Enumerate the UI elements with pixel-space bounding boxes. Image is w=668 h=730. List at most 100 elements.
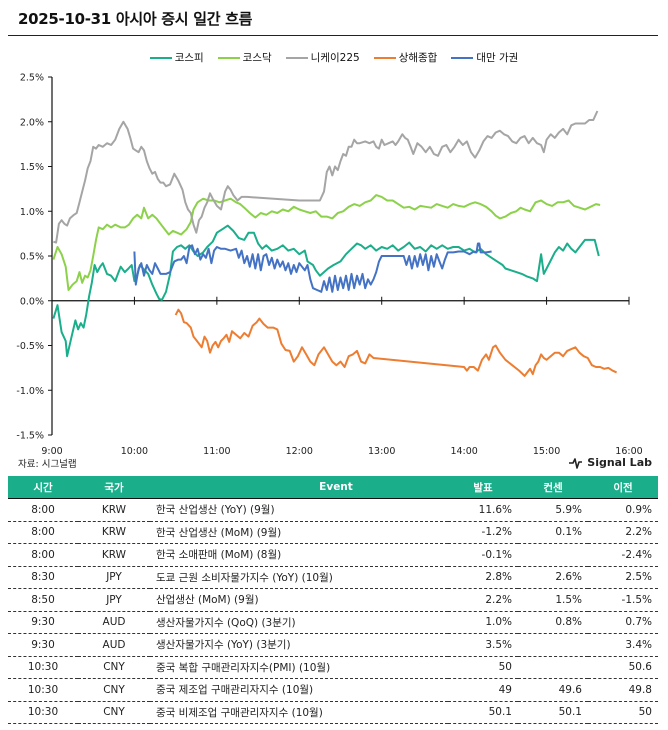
series-line-taiwan: [133, 242, 492, 293]
chart-legend: 코스피 코스닥 니케이225 상해종합 대만 가권: [0, 50, 668, 65]
brand-name: Signal Lab: [587, 456, 652, 469]
legend-swatch: [149, 56, 172, 59]
cell-actual: -0.1%: [448, 543, 518, 567]
cell-consensus: 5.9%: [518, 498, 588, 522]
series-line-nikkei: [53, 110, 599, 244]
cell-country: AUD: [78, 633, 150, 657]
cell-country: KRW: [78, 498, 150, 522]
table-row: 8:50 JPY 산업생산 (MoM) (9월) 2.2% 1.5% -1.5%: [8, 588, 658, 612]
y-tick-label: 2.5%: [20, 73, 44, 84]
legend-item-shanghai: 상해종합: [373, 50, 438, 65]
cell-event: 중국 제조업 구매관리자지수 (10월): [150, 678, 448, 702]
table-header-row: 시간 국가 Event 발표 컨센 이전: [8, 476, 658, 499]
cell-consensus: 2.6%: [518, 566, 588, 589]
header-time: 시간: [8, 476, 78, 499]
cell-time: 10:30: [8, 656, 78, 679]
y-axis: 2.5% 2.0% 1.5% 1.0% 0.5% 0.0% -0.5% -1.0% -1.5%: [16, 73, 53, 442]
y-tick-label: 0.5%: [20, 252, 44, 263]
cell-previous: 50: [588, 701, 658, 724]
x-tick-label: 12:00: [286, 446, 313, 456]
line-chart: 2.5%2.0%1.5%1.0%0.5%0.0%-0.5%-1.0%-1.5% …: [16, 73, 642, 457]
cell-country: JPY: [78, 566, 150, 589]
cell-consensus: 49.6: [518, 678, 588, 702]
cell-consensus: 50.1: [518, 701, 588, 724]
cell-actual: -1.2%: [448, 521, 518, 544]
legend-item-nikkei: 니케이225: [285, 50, 360, 65]
cell-time: 9:30: [8, 611, 78, 634]
y-tick-label: 0.0%: [20, 296, 44, 307]
cell-time: 10:30: [8, 678, 78, 702]
cell-previous: 50.6: [588, 656, 658, 679]
signal-wave-icon: [569, 457, 583, 469]
cell-event: 한국 소매판매 (MoM) (8월): [150, 543, 448, 567]
header-country: 국가: [78, 476, 150, 499]
table-row: 8:30 JPY 도쿄 근원 소비자물가지수 (YoY) (10월) 2.8% 2.6%…: [8, 566, 658, 589]
cell-event: 도쿄 근원 소비자물가지수 (YoY) (10월): [150, 566, 448, 589]
header-consensus: 컨센: [518, 476, 588, 499]
cell-time: 8:00: [8, 521, 78, 544]
cell-previous: 3.4%: [588, 633, 658, 657]
cell-time: 10:30: [8, 701, 78, 724]
cell-previous: 2.2%: [588, 521, 658, 544]
cell-actual: 2.2%: [448, 588, 518, 612]
cell-previous: 0.7%: [588, 611, 658, 634]
y-tick-label: -0.5%: [16, 341, 44, 352]
cell-previous: 0.9%: [588, 498, 658, 522]
cell-actual: 11.6%: [448, 498, 518, 522]
table-row: 10:30 CNY 중국 비제조업 구매관리자지수 (10월) 50.1 50.1 50: [8, 701, 658, 724]
cell-event: 중국 복합 구매관리자지수(PMI) (10월): [150, 656, 448, 679]
cell-time: 8:30: [8, 566, 78, 589]
legend-swatch: [217, 56, 240, 59]
brand-logo: Signal Lab: [569, 456, 652, 469]
source-note: 자료: 시그널랩: [18, 459, 77, 470]
cell-previous: 2.5%: [588, 566, 658, 589]
x-tick-label: 14:00: [450, 446, 477, 456]
x-tick-label: 9:00: [41, 446, 62, 456]
table-row: 10:30 CNY 중국 복합 구매관리자지수(PMI) (10월) 50 50.6: [8, 656, 658, 679]
cell-actual: 2.8%: [448, 566, 518, 589]
table-row: 8:00 KRW 한국 산업생산 (MoM) (9월) -1.2% 0.1% 2.2%: [8, 521, 658, 544]
cell-actual: 3.5%: [448, 633, 518, 657]
legend-item-taiwan: 대만 가권: [451, 50, 518, 65]
cell-country: JPY: [78, 588, 150, 612]
cell-country: CNY: [78, 656, 150, 679]
economic-events-table: 시간 국가 Event 발표 컨센 이전 8:00 KRW 한국 산업생산 (YoY…: [8, 476, 658, 724]
title-divider: [8, 35, 658, 36]
y-tick-label: 2.0%: [20, 117, 44, 128]
cell-time: 8:50: [8, 588, 78, 612]
header-previous: 이전: [588, 476, 658, 499]
legend-label: 코스닥: [242, 52, 272, 64]
y-tick-label: -1.0%: [16, 386, 44, 397]
cell-previous: -1.5%: [588, 588, 658, 612]
series-line-shanghai: [174, 308, 618, 377]
cell-event: 생산자물가지수 (YoY) (3분기): [150, 633, 448, 657]
cell-event: 한국 산업생산 (MoM) (9월): [150, 521, 448, 544]
legend-swatch: [451, 56, 474, 59]
cell-time: 9:30: [8, 633, 78, 657]
legend-label: 상해종합: [398, 52, 438, 64]
cell-consensus: [518, 543, 588, 567]
x-tick-label: 15:00: [533, 446, 560, 456]
legend-item-kospi: 코스피: [149, 50, 204, 65]
cell-actual: 50.1: [448, 701, 518, 724]
x-tick-label: 16:00: [615, 446, 642, 456]
cell-consensus: 1.5%: [518, 588, 588, 612]
x-tick-label: 11:00: [203, 446, 230, 456]
series-line-kospi: [52, 224, 600, 358]
legend-item-kosdaq: 코스닥: [217, 50, 272, 65]
page-title: 2025-10-31 아시아 증시 일간 흐름: [18, 10, 253, 28]
legend-swatch: [285, 56, 308, 59]
cell-event: 중국 비제조업 구매관리자지수 (10월): [150, 701, 448, 724]
cell-time: 8:00: [8, 543, 78, 567]
table-row: 8:00 KRW 한국 소매판매 (MoM) (8월) -0.1% -2.4%: [8, 543, 658, 567]
cell-actual: 50: [448, 656, 518, 679]
cell-time: 8:00: [8, 498, 78, 522]
cell-consensus: [518, 633, 588, 657]
y-tick-label: -1.5%: [16, 431, 44, 442]
cell-country: CNY: [78, 701, 150, 724]
cell-country: AUD: [78, 611, 150, 634]
cell-actual: 49: [448, 678, 518, 702]
cell-actual: 1.0%: [448, 611, 518, 634]
cell-consensus: 0.1%: [518, 521, 588, 544]
cell-event: 산업생산 (MoM) (9월): [150, 588, 448, 612]
